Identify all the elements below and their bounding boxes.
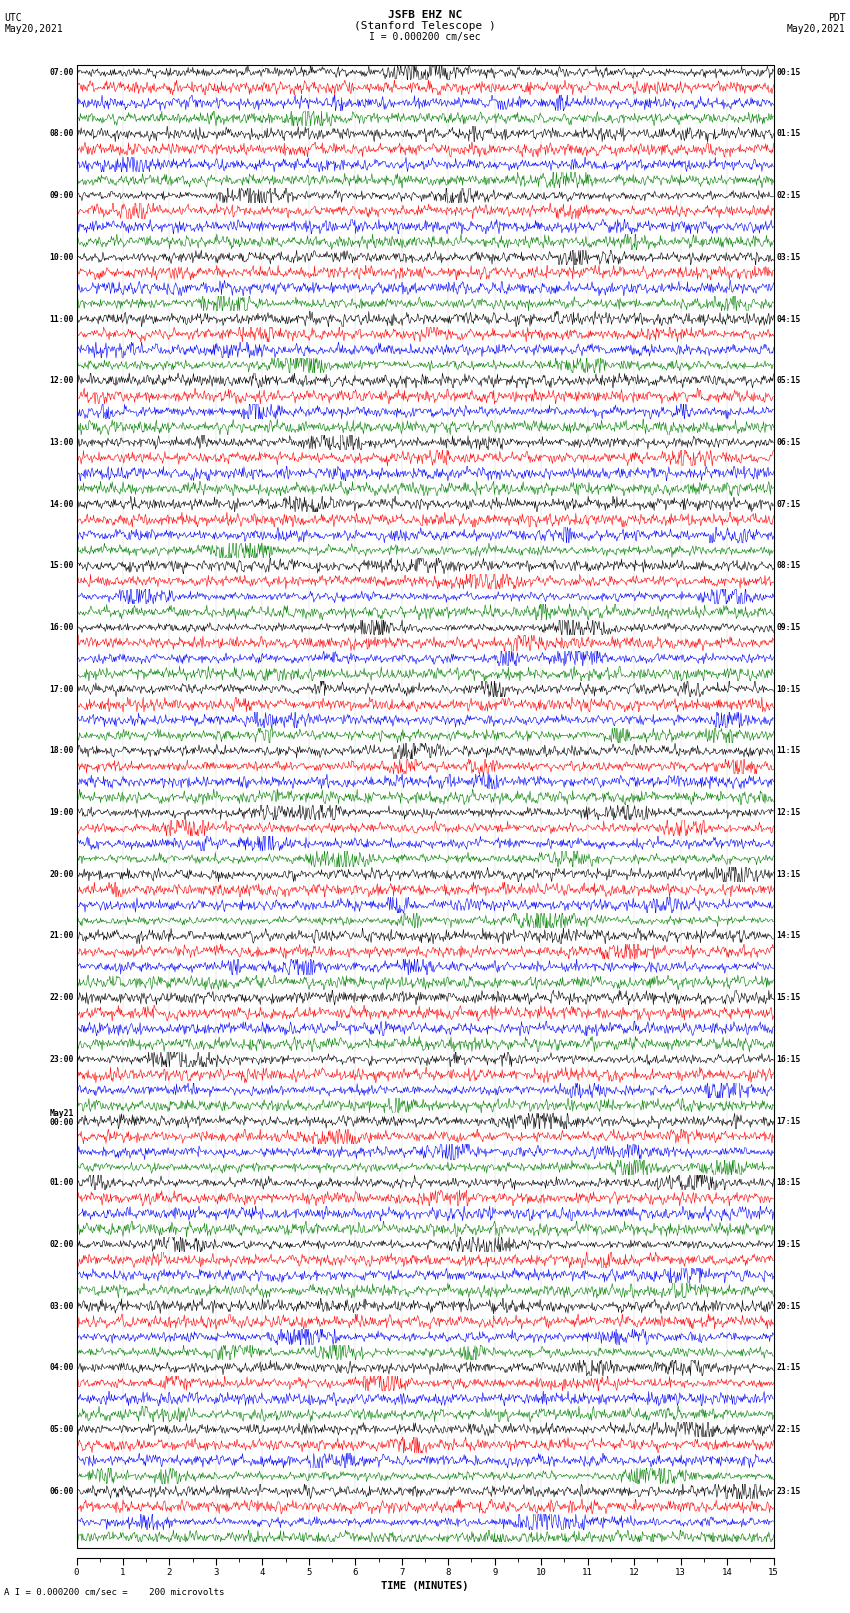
Text: 14:15: 14:15 — [776, 931, 801, 940]
Text: 11:15: 11:15 — [776, 747, 801, 755]
Text: 17:15: 17:15 — [776, 1116, 801, 1126]
Text: 08:00: 08:00 — [49, 129, 74, 139]
Text: 10:00: 10:00 — [49, 253, 74, 261]
Text: 22:00: 22:00 — [49, 994, 74, 1002]
Text: 23:00: 23:00 — [49, 1055, 74, 1065]
Text: May20,2021: May20,2021 — [4, 24, 63, 34]
Text: 22:15: 22:15 — [776, 1424, 801, 1434]
Text: 03:15: 03:15 — [776, 253, 801, 261]
Text: 12:15: 12:15 — [776, 808, 801, 818]
Text: 21:00: 21:00 — [49, 931, 74, 940]
Text: 04:15: 04:15 — [776, 315, 801, 324]
Text: 05:15: 05:15 — [776, 376, 801, 386]
Text: 23:15: 23:15 — [776, 1487, 801, 1495]
Text: 13:15: 13:15 — [776, 869, 801, 879]
Text: JSFB EHZ NC: JSFB EHZ NC — [388, 10, 462, 19]
Text: 19:00: 19:00 — [49, 808, 74, 818]
Text: 11:00: 11:00 — [49, 315, 74, 324]
Text: May20,2021: May20,2021 — [787, 24, 846, 34]
Text: 06:00: 06:00 — [49, 1487, 74, 1495]
Text: 18:15: 18:15 — [776, 1177, 801, 1187]
Text: 10:15: 10:15 — [776, 684, 801, 694]
Text: 20:15: 20:15 — [776, 1302, 801, 1311]
Text: 15:15: 15:15 — [776, 994, 801, 1002]
Text: 02:15: 02:15 — [776, 190, 801, 200]
Text: 00:15: 00:15 — [776, 68, 801, 77]
Text: 16:15: 16:15 — [776, 1055, 801, 1065]
Text: 09:00: 09:00 — [49, 190, 74, 200]
Text: 04:00: 04:00 — [49, 1363, 74, 1373]
Text: PDT: PDT — [828, 13, 846, 23]
X-axis label: TIME (MINUTES): TIME (MINUTES) — [382, 1581, 468, 1590]
Text: 01:15: 01:15 — [776, 129, 801, 139]
Text: May21: May21 — [49, 1108, 74, 1118]
Text: 19:15: 19:15 — [776, 1240, 801, 1248]
Text: 18:00: 18:00 — [49, 747, 74, 755]
Text: 20:00: 20:00 — [49, 869, 74, 879]
Text: 15:00: 15:00 — [49, 561, 74, 571]
Text: 00:00: 00:00 — [49, 1118, 74, 1127]
Text: 17:00: 17:00 — [49, 684, 74, 694]
Text: 14:00: 14:00 — [49, 500, 74, 508]
Text: UTC: UTC — [4, 13, 22, 23]
Text: 05:00: 05:00 — [49, 1424, 74, 1434]
Text: 02:00: 02:00 — [49, 1240, 74, 1248]
Text: 07:00: 07:00 — [49, 68, 74, 77]
Text: 03:00: 03:00 — [49, 1302, 74, 1311]
Text: 08:15: 08:15 — [776, 561, 801, 571]
Text: 01:00: 01:00 — [49, 1177, 74, 1187]
Text: 09:15: 09:15 — [776, 623, 801, 632]
Text: 13:00: 13:00 — [49, 437, 74, 447]
Text: (Stanford Telescope ): (Stanford Telescope ) — [354, 21, 496, 31]
Text: 21:15: 21:15 — [776, 1363, 801, 1373]
Text: A I = 0.000200 cm/sec =    200 microvolts: A I = 0.000200 cm/sec = 200 microvolts — [4, 1587, 224, 1597]
Text: I = 0.000200 cm/sec: I = 0.000200 cm/sec — [369, 32, 481, 42]
Text: 07:15: 07:15 — [776, 500, 801, 508]
Text: 16:00: 16:00 — [49, 623, 74, 632]
Text: 06:15: 06:15 — [776, 437, 801, 447]
Text: 12:00: 12:00 — [49, 376, 74, 386]
